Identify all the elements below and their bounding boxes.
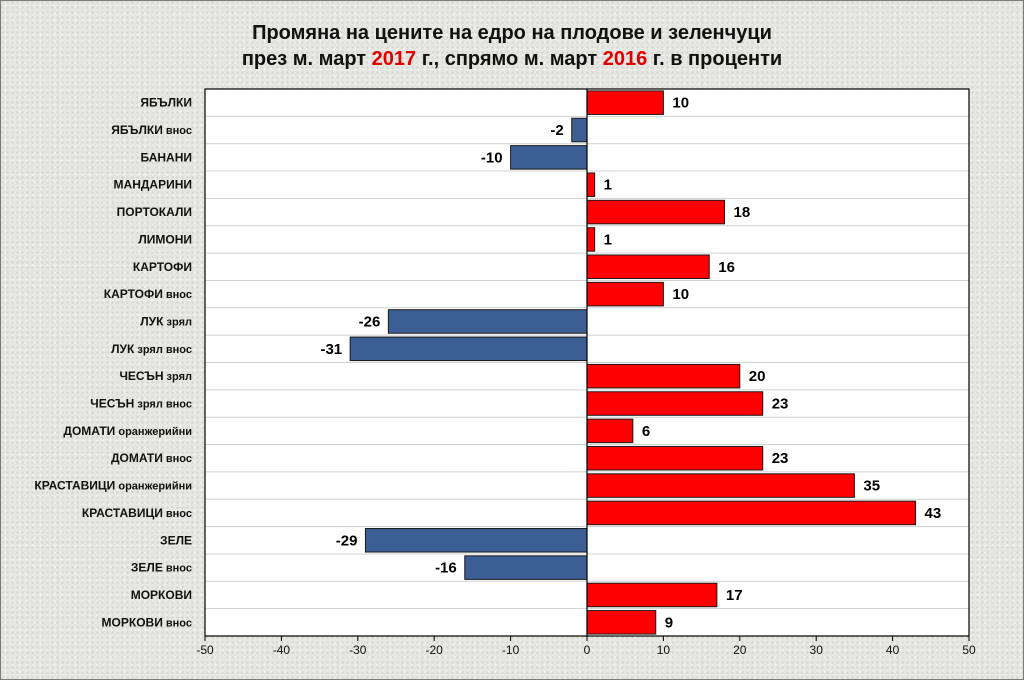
data-label: 10 — [672, 95, 689, 112]
bar — [586, 610, 657, 635]
bar — [586, 445, 764, 471]
data-label: 18 — [734, 204, 751, 221]
bar — [586, 90, 664, 115]
data-label: 23 — [772, 450, 789, 467]
x-tick-label: 40 — [886, 643, 900, 657]
category-label: ЗЕЛЕ — [160, 533, 192, 547]
data-label: -2 — [550, 122, 563, 139]
bar — [586, 418, 634, 444]
data-label: 9 — [665, 614, 673, 631]
data-label: 23 — [772, 396, 789, 413]
category-label: КАРТОФИ внос — [104, 287, 192, 301]
bar — [571, 117, 588, 143]
bar — [586, 391, 764, 416]
category-label: ЛУК зрял внос — [111, 342, 192, 356]
title-text-part: през м. март — [241, 48, 372, 70]
x-tick-label: -10 — [502, 643, 520, 657]
data-label: 35 — [863, 478, 880, 495]
chart-title: Промяна на цените на едро на плодове и з… — [0, 20, 1024, 72]
data-label: -16 — [435, 560, 457, 577]
category-label: ДОМАТИ оранжерийни — [63, 424, 192, 438]
category-label: ЛИМОНИ — [138, 232, 192, 246]
category-label: МАНДАРИНИ — [114, 178, 192, 192]
bar — [586, 199, 726, 225]
bar — [586, 281, 664, 307]
bar — [586, 254, 710, 280]
category-label: ЛУК зрял — [140, 314, 192, 328]
x-tick-label: -50 — [196, 643, 214, 657]
x-tick-label: 50 — [962, 643, 976, 657]
data-label: -10 — [481, 149, 503, 166]
category-label: МОРКОВИ внос — [102, 615, 192, 629]
bar — [349, 336, 588, 362]
bar — [586, 227, 596, 252]
category-label: ДОМАТИ внос — [111, 451, 192, 465]
x-tick-label: -20 — [426, 643, 444, 657]
title-text-part: г., спрямо м. март — [416, 48, 603, 70]
data-label: 1 — [604, 177, 612, 194]
data-label: 1 — [604, 231, 612, 248]
x-tick-label: 20 — [733, 643, 747, 657]
bar — [464, 555, 588, 580]
category-label: ЯБЪЛКИ внос — [111, 123, 192, 137]
data-label: 6 — [642, 423, 650, 440]
bar — [586, 172, 596, 197]
bar — [586, 582, 718, 608]
x-tick-label: 0 — [584, 643, 591, 657]
bar — [586, 500, 917, 526]
category-label: ЯБЪЛКИ — [140, 96, 192, 110]
category-label: ЧЕСЪН зрял внос — [90, 397, 192, 411]
data-label: -31 — [320, 341, 342, 358]
category-label: ЗЕЛЕ внос — [131, 561, 192, 575]
chart-title-line-2: през м. март 2017 г., спрямо м. март 201… — [0, 46, 1024, 72]
title-year-2017: 2017 — [371, 48, 417, 70]
category-label: КРАСТАВИЦИ внос — [82, 506, 192, 520]
data-label: 17 — [726, 587, 743, 604]
x-tick-label: -30 — [349, 643, 367, 657]
bar — [586, 473, 855, 498]
category-label: ЧЕСЪН зрял — [119, 369, 192, 383]
category-label: КАРТОФИ — [133, 260, 192, 274]
category-label: МОРКОВИ — [131, 588, 192, 602]
bar — [586, 363, 741, 389]
data-label: 43 — [925, 505, 942, 522]
data-label: -29 — [336, 532, 358, 549]
x-tick-label: 30 — [810, 643, 824, 657]
data-label: 10 — [672, 286, 689, 303]
chart-title-line-1: Промяна на цените на едро на плодове и з… — [252, 22, 772, 44]
data-label: 20 — [749, 368, 766, 385]
title-year-2016: 2016 — [602, 48, 648, 70]
data-label: -26 — [359, 313, 381, 330]
category-label: ПОРТОКАЛИ — [117, 205, 192, 219]
bar — [364, 528, 588, 553]
x-tick-label: 10 — [657, 643, 671, 657]
data-label: 16 — [718, 259, 735, 276]
bar — [387, 309, 588, 334]
x-tick-label: -40 — [273, 643, 291, 657]
category-label: КРАСТАВИЦИ оранжерийни — [34, 479, 192, 493]
title-text-part: г. в проценти — [647, 48, 783, 70]
bar — [510, 145, 588, 170]
category-label: БАНАНИ — [141, 150, 192, 164]
